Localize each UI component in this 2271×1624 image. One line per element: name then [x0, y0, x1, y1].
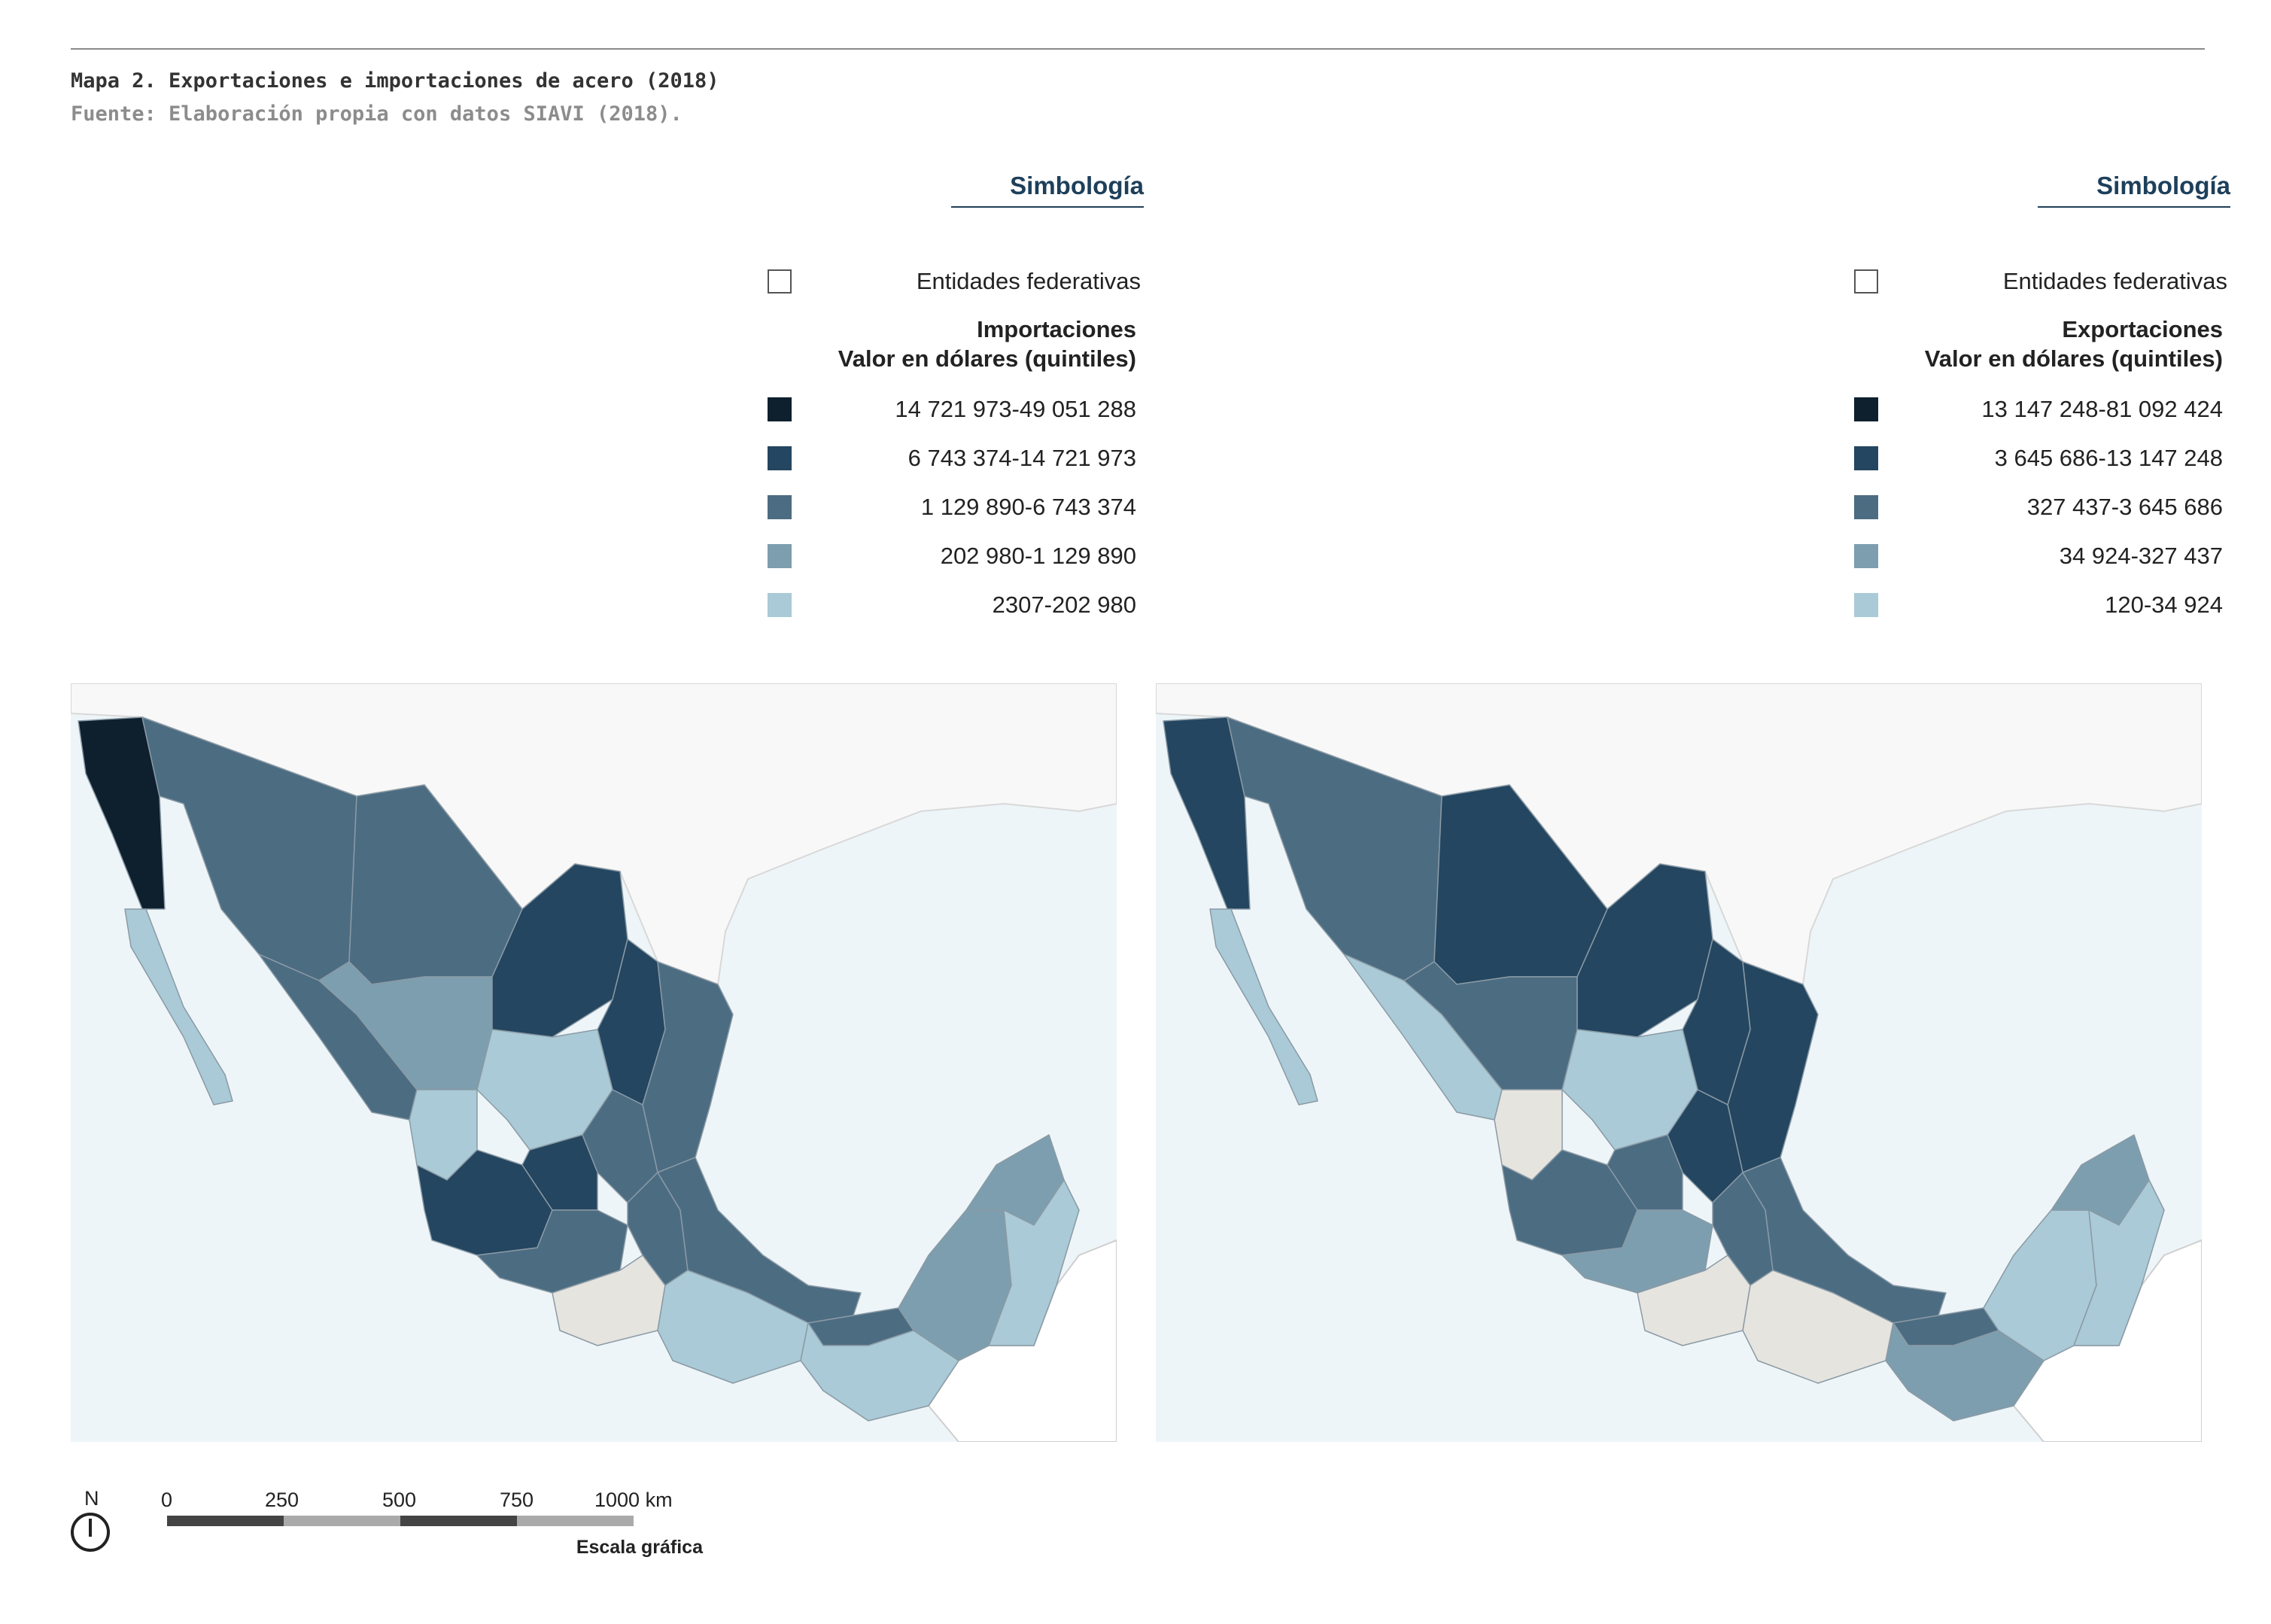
legend-exportaciones: Simbología Entidades federativas Exporta… — [1854, 172, 2230, 638]
legend-swatch-quintile-5 — [1854, 397, 1878, 421]
legend-entities-row: Entidades federativas — [1854, 266, 2230, 297]
legend-heading-unit: Valor en dólares (quintiles) — [1924, 345, 2223, 372]
legend-class-label: 120-34 924 — [2105, 592, 2223, 618]
scale-tick: 1000 km — [594, 1489, 673, 1511]
legend-class-label: 6 743 374-14 721 973 — [907, 445, 1136, 471]
legend-swatch-quintile-4 — [768, 446, 792, 470]
top-rule — [71, 48, 2205, 50]
scale-tick: 0 — [161, 1489, 173, 1511]
legend-class-label: 202 980-1 129 890 — [940, 543, 1136, 569]
scale-label: Escala gráfica — [576, 1537, 703, 1558]
legend-swatch-entities — [1854, 269, 1878, 293]
legend-class-label: 2307-202 980 — [992, 592, 1136, 618]
state-quintana-roo — [2073, 1179, 2165, 1346]
legend-swatch-entities — [768, 269, 792, 293]
scale-segment — [284, 1516, 400, 1526]
scale-bar: N 0 250 500 750 1000 km Escala gráfica — [71, 1483, 703, 1565]
legend-class-row: 13 147 248-81 092 424 — [1854, 394, 2230, 424]
legend-title-underline — [951, 206, 1144, 208]
legend-class-row: 34 924-327 437 — [1854, 541, 2230, 571]
legend-heading: Importaciones Valor en dólares (quintile… — [838, 315, 1136, 373]
legend-entities-label: Entidades federativas — [2002, 268, 2227, 294]
north-label: N — [84, 1487, 99, 1510]
map-importaciones — [71, 683, 1117, 1442]
scale-tick: 750 — [500, 1489, 534, 1511]
legend-title: Simbología — [2096, 172, 2230, 199]
scale-tick: 250 — [265, 1489, 299, 1511]
legend-heading-variable: Importaciones — [977, 316, 1136, 342]
legend-swatch-quintile-4 — [1854, 446, 1878, 470]
legend-swatch-quintile-2 — [768, 544, 792, 568]
legend-swatch-quintile-3 — [1854, 495, 1878, 519]
state-quintana-roo — [988, 1179, 1080, 1346]
legend-class-label: 14 721 973-49 051 288 — [895, 396, 1136, 422]
figure-source: Fuente: Elaboración propia con datos SIA… — [71, 102, 683, 126]
legend-swatch-quintile-1 — [768, 593, 792, 617]
legend-importaciones: Simbología Entidades federativas Importa… — [768, 172, 1144, 638]
legend-heading: Exportaciones Valor en dólares (quintile… — [1925, 315, 2223, 373]
legend-swatch-quintile-1 — [1854, 593, 1878, 617]
legend-swatch-quintile-5 — [768, 397, 792, 421]
map-exportaciones — [1156, 683, 2202, 1442]
legend-class-row: 327 437-3 645 686 — [1854, 492, 2230, 522]
legend-title-underline — [2038, 206, 2230, 208]
scale-segment — [517, 1516, 634, 1526]
scale-segment — [167, 1516, 284, 1526]
state-baja-california-sur — [1209, 908, 1318, 1105]
state-baja-california-sur — [124, 908, 233, 1105]
legend-class-row: 1 129 890-6 743 374 — [768, 492, 1144, 522]
legend-class-row: 3 645 686-13 147 248 — [1854, 443, 2230, 473]
legend-entities-label: Entidades federativas — [916, 268, 1141, 294]
legend-class-row: 2307-202 980 — [768, 590, 1144, 620]
legend-class-label: 1 129 890-6 743 374 — [920, 494, 1136, 520]
legend-class-label: 13 147 248-81 092 424 — [1981, 396, 2223, 422]
map-svg — [71, 683, 1117, 1442]
legend-class-row: 202 980-1 129 890 — [768, 541, 1144, 571]
scale-segment — [400, 1516, 517, 1526]
figure-title: Mapa 2. Exportaciones e importaciones de… — [71, 69, 719, 93]
legend-swatch-quintile-3 — [768, 495, 792, 519]
legend-entities-row: Entidades federativas — [768, 266, 1144, 297]
legend-swatch-quintile-2 — [1854, 544, 1878, 568]
legend-class-label: 34 924-327 437 — [2059, 543, 2223, 569]
scale-tick: 500 — [382, 1489, 417, 1511]
north-arrow-icon — [71, 1513, 110, 1552]
legend-class-row: 120-34 924 — [1854, 590, 2230, 620]
legend-class-row: 6 743 374-14 721 973 — [768, 443, 1144, 473]
legend-heading-variable: Exportaciones — [2062, 316, 2223, 342]
legend-class-row: 14 721 973-49 051 288 — [768, 394, 1144, 424]
legend-class-label: 3 645 686-13 147 248 — [1994, 445, 2223, 471]
map-svg — [1156, 683, 2202, 1442]
legend-class-label: 327 437-3 645 686 — [2026, 494, 2223, 520]
legend-title: Simbología — [1010, 172, 1144, 199]
legend-heading-unit: Valor en dólares (quintiles) — [838, 345, 1136, 372]
